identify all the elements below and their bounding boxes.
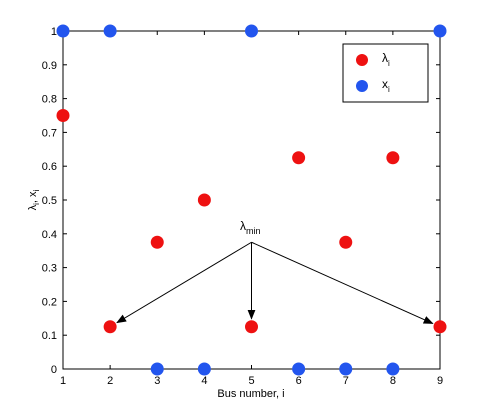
- x-tick-label: 5: [248, 375, 254, 387]
- annotation-arrow: [251, 241, 434, 324]
- x-point: [103, 24, 117, 38]
- x-tick-label: 6: [296, 375, 302, 387]
- y-tick-label: 0: [51, 364, 57, 376]
- legend: λi xi: [342, 43, 429, 103]
- lambda-point: [339, 235, 353, 249]
- y-tick-label: 0.2: [42, 296, 57, 308]
- y-tick-label: 0.5: [42, 195, 57, 207]
- x-point: [386, 362, 400, 376]
- legend-label-lambda-main: λ: [382, 51, 388, 65]
- lambda-min-main: λ: [240, 219, 246, 233]
- y-axis-label-sep: , x: [27, 191, 39, 203]
- lambda-point: [386, 151, 400, 165]
- y-tick-label: 0.8: [42, 94, 57, 106]
- x-tick-label: 1: [60, 375, 66, 387]
- y-tick-label: 0.3: [42, 263, 57, 275]
- y-axis-label-sub2: i: [32, 189, 41, 191]
- x-tick-label: 8: [390, 375, 396, 387]
- legend-label-x-main: x: [382, 77, 388, 91]
- x-point: [197, 362, 211, 376]
- annotation-arrow: [116, 241, 252, 324]
- lambda-point: [292, 151, 306, 165]
- x-point: [433, 24, 447, 38]
- x-tick-label: 3: [154, 375, 160, 387]
- lambda-point: [56, 109, 70, 122]
- lambda-min-annotation: λmin: [240, 219, 261, 236]
- x-tick-label: 9: [437, 375, 443, 387]
- points-layer: [56, 24, 447, 376]
- y-axis-label: λi, xi: [27, 189, 41, 210]
- legend-label-x: xi: [382, 77, 390, 94]
- x-point: [339, 362, 353, 376]
- y-tick-label: 0.1: [42, 330, 57, 342]
- x-tick-label: 2: [107, 375, 113, 387]
- legend-label-lambda-sub: i: [388, 59, 390, 68]
- annotation-layer: [116, 241, 434, 324]
- x-tick-label: 4: [201, 375, 207, 387]
- y-tick-label: 0.7: [42, 127, 57, 139]
- ticks-layer: 1 2 3 4 5 6 7 8 9 0 0.1 0.2 0.3 0.4 0.5 0.6 0.7 0.8 0.9 1: [42, 26, 443, 387]
- legend-marker-x: [356, 80, 368, 92]
- legend-label-x-sub: i: [388, 85, 390, 94]
- y-tick-label: 0.9: [42, 60, 57, 72]
- y-tick-label: 1: [51, 26, 57, 38]
- lambda-point: [433, 320, 447, 334]
- x-axis-label: Bus number, i: [217, 388, 284, 400]
- y-axis-label-main: λ: [27, 204, 39, 210]
- lambda-point: [150, 235, 164, 249]
- y-tick-label: 0.4: [42, 229, 57, 241]
- y-tick-label: 0.6: [42, 161, 57, 173]
- lambda-point: [103, 320, 117, 334]
- lambda-point: [197, 193, 211, 207]
- lambda-point: [245, 320, 258, 334]
- legend-label-lambda: λi: [382, 51, 390, 68]
- x-point: [292, 362, 306, 376]
- legend-marker-lambda: [356, 54, 368, 66]
- y-axis-label-sub1: i: [32, 203, 41, 205]
- x-tick-label: 7: [343, 375, 349, 387]
- x-point: [245, 24, 258, 38]
- x-point: [56, 24, 70, 38]
- legend-box: [342, 43, 429, 103]
- lambda-min-sub: min: [246, 226, 261, 236]
- x-point: [150, 362, 164, 376]
